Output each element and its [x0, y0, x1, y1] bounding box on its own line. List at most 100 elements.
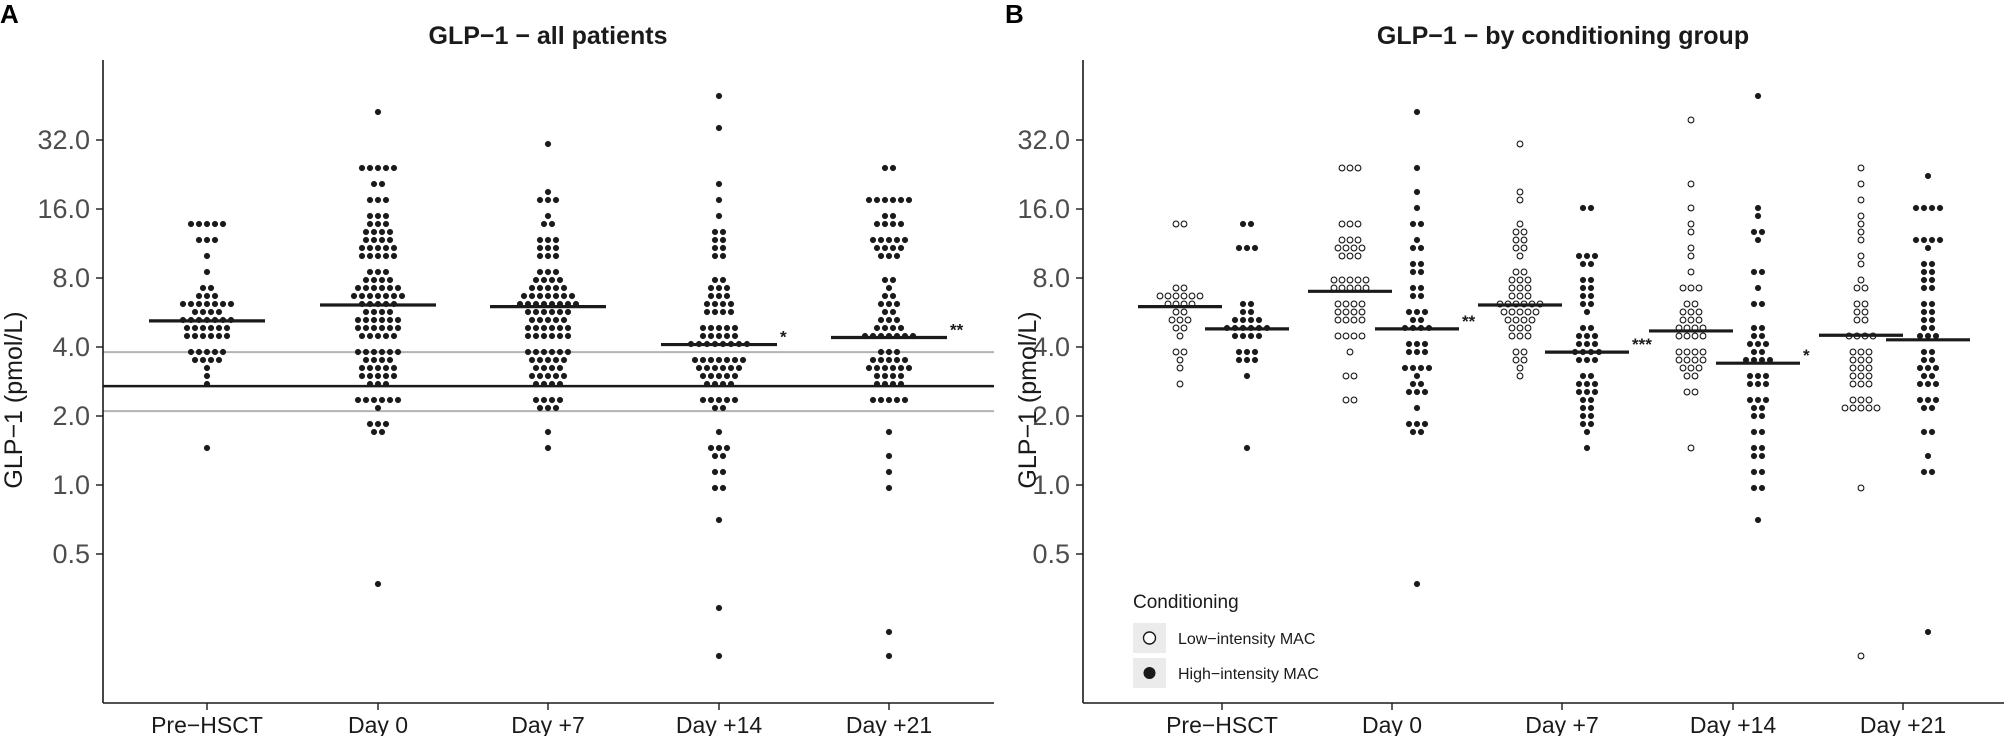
y-tick-label: 32.0	[37, 125, 90, 155]
data-point	[540, 220, 548, 228]
data-point-low-intensity	[1865, 356, 1873, 364]
data-point-high-intensity	[1924, 244, 1932, 252]
data-point-low-intensity	[1172, 220, 1180, 228]
data-point	[715, 324, 723, 332]
data-point	[556, 396, 564, 404]
data-point-low-intensity	[1695, 308, 1703, 316]
data-point	[885, 348, 893, 356]
data-point	[540, 396, 548, 404]
data-point	[560, 316, 568, 324]
data-point-low-intensity	[1675, 332, 1683, 340]
data-point-high-intensity	[1409, 260, 1417, 268]
data-point-low-intensity	[1861, 316, 1869, 324]
data-point	[203, 348, 211, 356]
data-point	[703, 300, 711, 308]
data-point	[885, 236, 893, 244]
data-point-low-intensity	[1687, 252, 1695, 260]
data-point-low-intensity	[1857, 276, 1865, 284]
data-point-high-intensity	[1758, 332, 1766, 340]
panel-a-y-tick-marks	[96, 139, 103, 555]
data-point-high-intensity	[1413, 188, 1421, 196]
data-point-low-intensity	[1358, 300, 1366, 308]
data-point	[869, 356, 877, 364]
data-point	[873, 372, 881, 380]
data-point-low-intensity	[1350, 244, 1358, 252]
data-point-high-intensity	[1928, 372, 1936, 380]
data-point-low-intensity	[1861, 300, 1869, 308]
data-point	[699, 356, 707, 364]
data-point-high-intensity	[1932, 332, 1940, 340]
data-point	[544, 196, 552, 204]
data-point	[374, 580, 382, 588]
data-point	[366, 372, 374, 380]
data-point-high-intensity	[1417, 364, 1425, 372]
data-point-high-intensity	[1405, 388, 1413, 396]
data-point-low-intensity	[1342, 244, 1350, 252]
data-point	[707, 292, 715, 300]
data-point-low-intensity	[1516, 324, 1524, 332]
data-point	[203, 444, 211, 452]
data-point	[699, 396, 707, 404]
data-point	[560, 356, 568, 364]
data-point-low-intensity	[1687, 220, 1695, 228]
data-point-high-intensity	[1754, 372, 1762, 380]
data-point	[366, 164, 374, 172]
data-point-high-intensity	[1750, 452, 1758, 460]
data-point	[195, 220, 203, 228]
data-point-low-intensity	[1342, 332, 1350, 340]
data-point	[719, 244, 727, 252]
data-point-high-intensity	[1750, 332, 1758, 340]
data-point	[362, 228, 370, 236]
data-point-low-intensity	[1857, 372, 1865, 380]
data-point-low-intensity	[1342, 396, 1350, 404]
data-point-high-intensity	[1231, 316, 1239, 324]
data-point-low-intensity	[1354, 164, 1362, 172]
data-point	[378, 308, 386, 316]
data-point-low-intensity	[1346, 252, 1354, 260]
data-point-low-intensity	[1683, 300, 1691, 308]
data-point	[731, 324, 739, 332]
data-point	[885, 452, 893, 460]
data-point	[901, 236, 909, 244]
data-point-high-intensity	[1912, 204, 1920, 212]
data-point-high-intensity	[1928, 348, 1936, 356]
data-point	[727, 364, 735, 372]
data-point	[715, 196, 723, 204]
data-point	[727, 300, 735, 308]
data-point	[378, 284, 386, 292]
data-point	[552, 252, 560, 260]
data-point	[889, 372, 897, 380]
data-point-high-intensity	[1587, 420, 1595, 428]
data-point-high-intensity	[1255, 332, 1263, 340]
data-point	[366, 420, 374, 428]
data-point-high-intensity	[1924, 332, 1932, 340]
data-point	[528, 372, 536, 380]
data-point-low-intensity	[1691, 348, 1699, 356]
data-point	[350, 292, 358, 300]
data-point	[203, 372, 211, 380]
data-point	[877, 396, 885, 404]
data-point	[386, 308, 394, 316]
data-point-low-intensity	[1354, 276, 1362, 284]
data-point-low-intensity	[1524, 332, 1532, 340]
data-point	[358, 332, 366, 340]
data-point-high-intensity	[1409, 284, 1417, 292]
data-point-high-intensity	[1928, 324, 1936, 332]
data-point-high-intensity	[1421, 348, 1429, 356]
data-point	[711, 404, 719, 412]
data-point	[889, 212, 897, 220]
data-point-low-intensity	[1520, 348, 1528, 356]
data-point-low-intensity	[1516, 188, 1524, 196]
data-point-high-intensity	[1231, 332, 1239, 340]
data-point	[711, 228, 719, 236]
data-point	[564, 348, 572, 356]
panel-b-y-axis-title: GLP−1 (pmol/L)	[1014, 311, 1042, 488]
data-point	[207, 332, 215, 340]
data-point-low-intensity	[1699, 332, 1707, 340]
data-point	[215, 356, 223, 364]
data-point	[885, 356, 893, 364]
data-point-low-intensity	[1857, 236, 1865, 244]
data-point-low-intensity	[1695, 284, 1703, 292]
data-point	[374, 252, 382, 260]
data-point	[893, 316, 901, 324]
